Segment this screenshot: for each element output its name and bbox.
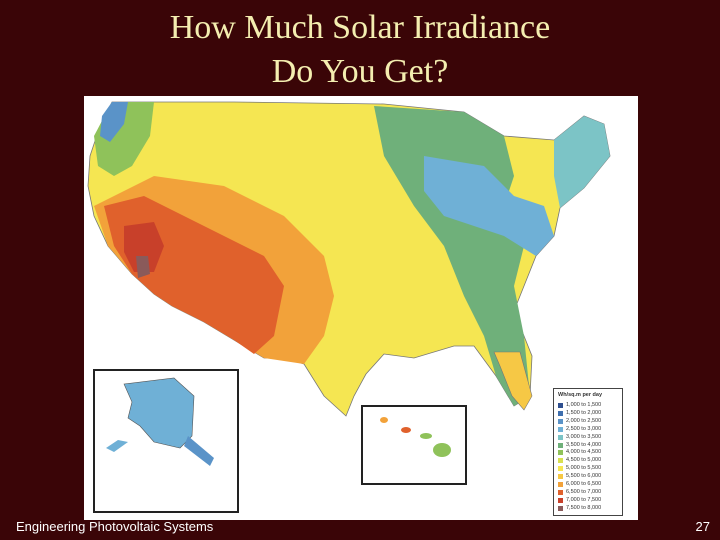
legend-entry: 2,500 to 3,000 <box>558 426 620 433</box>
legend-swatch <box>558 474 563 480</box>
legend-swatch <box>558 505 563 511</box>
legend-label: 3,000 to 3,500 <box>566 433 602 440</box>
title-line-2: Do You Get? <box>271 53 449 90</box>
new-england-zone <box>554 116 610 208</box>
legend-entry: 4,000 to 4,500 <box>558 449 620 456</box>
legend-entry: 7,500 to 8,000 <box>558 505 620 512</box>
course-title: Engineering Photovoltaic Systems <box>16 519 214 534</box>
legend-swatch <box>558 489 563 495</box>
hawaii-island-4 <box>433 443 451 457</box>
legend-swatch <box>558 410 563 416</box>
title-line-1: How Much Solar Irradiance <box>169 9 551 46</box>
northeast-blue-zone <box>424 156 554 256</box>
hawaii-inset-frame <box>361 405 467 485</box>
legend-label: 2,500 to 3,000 <box>566 425 602 432</box>
legend-entry: 3,500 to 4,000 <box>558 442 620 449</box>
legend-entry: 1,000 to 1,500 <box>558 402 620 409</box>
legend-swatch <box>558 458 563 464</box>
desert-max-zone <box>136 256 150 278</box>
southwest-peak-zone <box>124 222 164 272</box>
legend: Wh/sq.m per day 1,000 to 1,500 1,500 to 2… <box>553 388 623 516</box>
legend-entry: 5,000 to 5,500 <box>558 465 620 472</box>
page-number: 27 <box>695 519 710 534</box>
hawaii-island-1 <box>380 417 388 423</box>
legend-swatch <box>558 466 563 472</box>
legend-entry: 2,000 to 2,500 <box>558 418 620 425</box>
legend-swatch <box>558 418 563 424</box>
legend-swatch <box>558 426 563 432</box>
legend-entry: 6,000 to 6,500 <box>558 481 620 488</box>
us-map-graphic <box>87 101 611 513</box>
hawaii-island-2 <box>401 427 411 433</box>
legend-entry: 1,500 to 2,000 <box>558 410 620 417</box>
legend-label: 4,500 to 5,000 <box>566 457 602 464</box>
legend-label: 4,000 to 4,500 <box>566 449 602 456</box>
legend-swatch <box>558 482 563 487</box>
coastal-zone <box>100 102 128 142</box>
legend-swatch <box>558 434 563 440</box>
slide-title: How Much Solar Irradiance Do You Get? <box>0 6 720 94</box>
legend-swatch <box>558 450 563 456</box>
alaska-panhandle <box>184 436 214 466</box>
legend-label: 1,000 to 1,500 <box>566 402 602 408</box>
legend-swatch <box>558 403 563 408</box>
legend-label: 7,500 to 8,000 <box>566 504 602 511</box>
alaska <box>123 377 195 449</box>
legend-swatch <box>558 442 563 448</box>
legend-label: 7,000 to 7,500 <box>566 496 602 503</box>
legend-label: 1,500 to 2,000 <box>566 409 602 416</box>
legend-entry: 6,500 to 7,000 <box>558 489 620 496</box>
legend-entry: 5,500 to 6,000 <box>558 473 620 480</box>
aleutian-islands <box>106 440 128 452</box>
solar-irradiance-map: Wh/sq.m per day 1,000 to 1,500 1,500 to 2… <box>84 96 638 520</box>
florida <box>493 351 533 411</box>
legend-label: 2,000 to 2,500 <box>566 417 602 424</box>
legend-label: 6,500 to 7,000 <box>566 488 602 495</box>
legend-label: 5,000 to 5,500 <box>566 465 602 472</box>
legend-label: 5,500 to 6,000 <box>566 473 602 480</box>
legend-title: Wh/sq.m per day <box>558 392 603 398</box>
legend-entry: 3,000 to 3,500 <box>558 434 620 441</box>
legend-entry: 4,500 to 5,000 <box>558 457 620 464</box>
legend-entry: 7,000 to 7,500 <box>558 497 620 504</box>
legend-label: 6,000 to 6,500 <box>566 481 602 487</box>
legend-label: 3,500 to 4,000 <box>566 441 602 448</box>
legend-swatch <box>558 497 563 503</box>
hawaii-island-3 <box>420 433 432 439</box>
